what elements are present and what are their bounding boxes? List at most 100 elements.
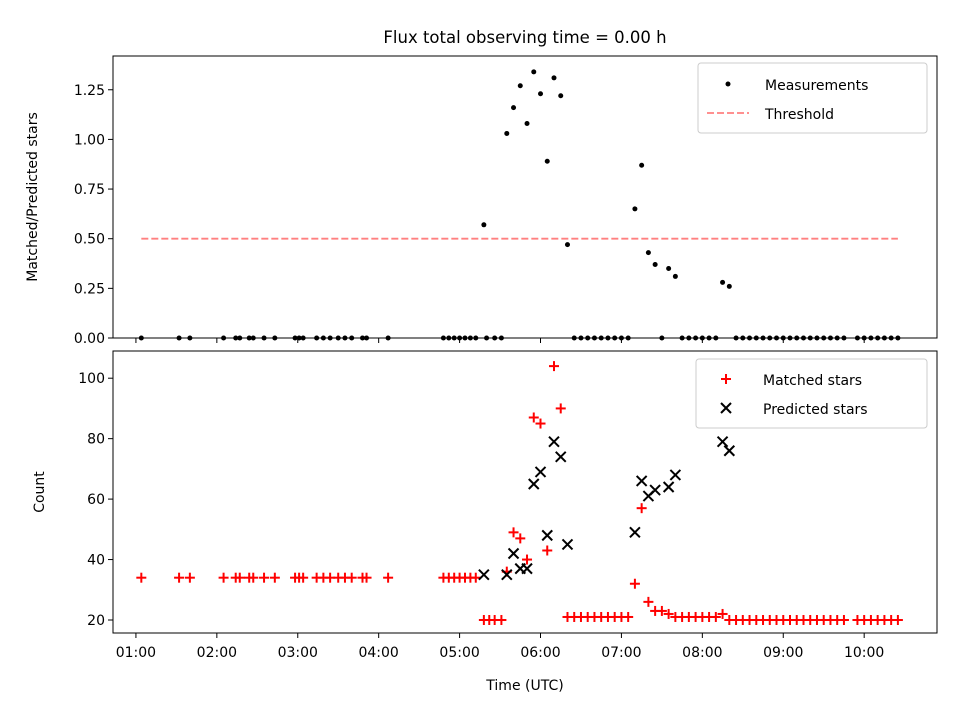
matched-star-point [184, 572, 195, 583]
matched-star-point [717, 608, 728, 619]
legend-label-matched: Matched stars [763, 373, 862, 389]
measurement-point [517, 83, 523, 89]
predicted-star-point [662, 481, 675, 493]
measurement-point [272, 335, 278, 341]
matched-star-point [892, 615, 903, 626]
measurement-point [800, 335, 806, 341]
matched-star-point [383, 572, 394, 583]
measurement-point [544, 158, 550, 164]
predicted-star-point [521, 562, 533, 575]
measurement-point [598, 335, 604, 341]
measurement-point [875, 335, 881, 341]
bottom-y-tick-label: 40 [87, 553, 105, 569]
matched-star-point [496, 615, 507, 626]
legend-marker-matched [721, 374, 731, 384]
bottom-series-group [136, 361, 903, 626]
measurement-point [747, 335, 753, 341]
measurement-point [551, 75, 557, 81]
measurement-point [612, 335, 618, 341]
measurement-point [578, 335, 584, 341]
top-y-axis-label: Matched/Predicted stars [25, 112, 41, 282]
x-tick-label: 01:00 [116, 645, 156, 661]
matched-star-point [346, 572, 357, 583]
measurement-point [686, 335, 692, 341]
matched-star-point [838, 615, 849, 626]
matched-star-point [528, 412, 539, 423]
predicted-star-point [478, 568, 490, 581]
matched-star-point [298, 572, 309, 583]
measurement-point [794, 335, 800, 341]
x-tick-label: 05:00 [439, 645, 479, 661]
measurement-point [250, 335, 256, 341]
measurement-point [659, 335, 665, 341]
legend-marker-predicted [720, 402, 732, 414]
top-panel: 0.00 0.25 0.50 0.75 1.00 1.25 Matched/Predict… [25, 55, 938, 347]
measurement-point [558, 93, 564, 99]
measurement-point [246, 335, 252, 341]
bottom-y-tick-label: 100 [78, 371, 105, 387]
top-series-group [138, 69, 901, 341]
matched-star-point [710, 611, 721, 622]
measurement-point [888, 335, 894, 341]
measurement-point [814, 335, 820, 341]
measurement-point [492, 335, 498, 341]
matched-star-point [234, 572, 245, 583]
predicted-star-point [561, 538, 574, 551]
measurement-point [652, 262, 658, 268]
measurement-point [473, 335, 479, 341]
top-y-tick-label: 0.25 [74, 281, 105, 297]
top-y-tick-label: 1.25 [74, 83, 105, 99]
measurement-point [292, 335, 298, 341]
matched-star-point [656, 605, 667, 616]
measurement-point [349, 335, 355, 341]
measurement-point [233, 335, 239, 341]
measurement-point [645, 250, 651, 256]
predicted-star-point [716, 435, 729, 448]
predicted-star-point [555, 451, 567, 463]
measurement-point [767, 335, 773, 341]
predicted-star-point [629, 526, 641, 539]
x-tick-label: 03:00 [278, 645, 318, 661]
measurement-point [538, 91, 544, 97]
measurement-point [679, 335, 685, 341]
measurement-point [484, 335, 490, 341]
top-y-tick-label: 1.00 [74, 132, 105, 148]
predicted-star-point [507, 547, 520, 560]
x-tick-label: 06:00 [520, 645, 560, 661]
measurement-point [481, 222, 487, 228]
measurement-point [511, 105, 517, 111]
bottom-y-tick-label: 60 [87, 492, 105, 508]
bottom-legend-frame [695, 358, 928, 429]
measurement-point [895, 335, 901, 341]
matched-star-point [248, 572, 259, 583]
measurement-point [625, 335, 631, 341]
predicted-star-point [649, 484, 661, 496]
chart-title: Flux total observing time = 0.00 h [383, 28, 666, 47]
measurement-point [364, 335, 370, 341]
measurement-point [138, 335, 144, 341]
measurement-point [327, 335, 333, 341]
measurement-point [564, 242, 570, 248]
predicted-star-point [501, 568, 513, 581]
matched-star-point [629, 578, 640, 589]
measurement-point [713, 335, 719, 341]
x-tick-label: 08:00 [682, 645, 722, 661]
matched-star-point [542, 545, 553, 556]
matched-star-point [636, 503, 647, 514]
matched-star-point [548, 361, 559, 372]
measurement-point [868, 335, 874, 341]
top-legend: Measurements Threshold [697, 62, 928, 134]
bottom-y-tick-label: 80 [87, 432, 105, 448]
measurement-point [531, 69, 537, 75]
measurement-point [342, 335, 348, 341]
measurement-point [780, 335, 786, 341]
measurement-point [720, 279, 726, 285]
bottom-plot-frame [112, 350, 938, 634]
top-y-axis: 0.00 0.25 0.50 0.75 1.00 1.25 [74, 83, 113, 347]
measurement-point [618, 335, 624, 341]
predicted-star-point [723, 445, 736, 457]
measurement-point [693, 335, 699, 341]
measurement-point [591, 335, 597, 341]
bottom-legend: Matched stars Predicted stars [695, 358, 928, 429]
measurement-point [300, 335, 306, 341]
